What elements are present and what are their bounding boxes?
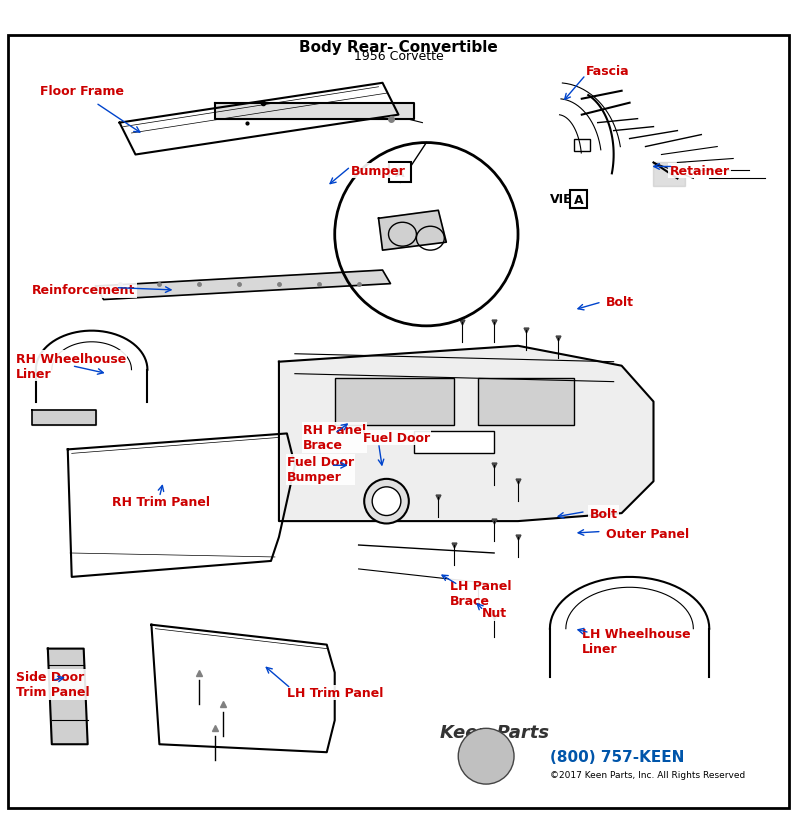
Text: Reinforcement: Reinforcement <box>32 284 135 297</box>
Text: LH Trim Panel: LH Trim Panel <box>287 686 383 699</box>
Polygon shape <box>48 649 88 744</box>
Text: A: A <box>395 166 405 180</box>
Text: Bumper: Bumper <box>350 165 406 178</box>
Text: (800) 757-KEEN: (800) 757-KEEN <box>550 749 684 764</box>
Text: Side Door
Trim Panel: Side Door Trim Panel <box>16 670 90 699</box>
Bar <box>389 163 411 183</box>
Text: Floor Frame: Floor Frame <box>40 85 124 98</box>
Polygon shape <box>654 163 686 187</box>
Text: Bolt: Bolt <box>606 296 634 309</box>
Circle shape <box>458 728 514 784</box>
Polygon shape <box>32 410 96 426</box>
Text: 1956 Corvette: 1956 Corvette <box>354 49 443 63</box>
Text: RH Wheelhouse
Liner: RH Wheelhouse Liner <box>16 352 126 380</box>
Bar <box>574 140 590 151</box>
Bar <box>334 378 454 426</box>
Circle shape <box>372 487 401 516</box>
Polygon shape <box>96 271 390 300</box>
Text: Bolt: Bolt <box>590 507 618 520</box>
Text: Fuel Door
Bumper: Fuel Door Bumper <box>287 456 354 484</box>
Text: ©2017 Keen Parts, Inc. All Rights Reserved: ©2017 Keen Parts, Inc. All Rights Reserv… <box>550 770 745 779</box>
Text: A: A <box>574 193 583 206</box>
Text: Fuel Door: Fuel Door <box>362 431 430 445</box>
Polygon shape <box>279 346 654 522</box>
Text: Nut: Nut <box>482 607 507 619</box>
Circle shape <box>364 479 409 524</box>
Text: Body Rear- Convertible: Body Rear- Convertible <box>299 40 498 55</box>
FancyBboxPatch shape <box>570 191 587 209</box>
Text: Keen Parts: Keen Parts <box>439 723 549 742</box>
Text: Retainer: Retainer <box>670 165 730 178</box>
Polygon shape <box>215 104 414 120</box>
Polygon shape <box>378 211 446 251</box>
Text: LH Wheelhouse
Liner: LH Wheelhouse Liner <box>582 627 690 655</box>
Text: Outer Panel: Outer Panel <box>606 527 689 540</box>
Text: RH Panel
Brace: RH Panel Brace <box>303 424 366 452</box>
Bar <box>478 378 574 426</box>
Bar <box>414 431 494 454</box>
Text: Fascia: Fascia <box>586 65 630 79</box>
Text: RH Trim Panel: RH Trim Panel <box>111 495 210 508</box>
Text: VIEW: VIEW <box>550 192 586 206</box>
Text: LH Panel
Brace: LH Panel Brace <box>450 579 512 607</box>
